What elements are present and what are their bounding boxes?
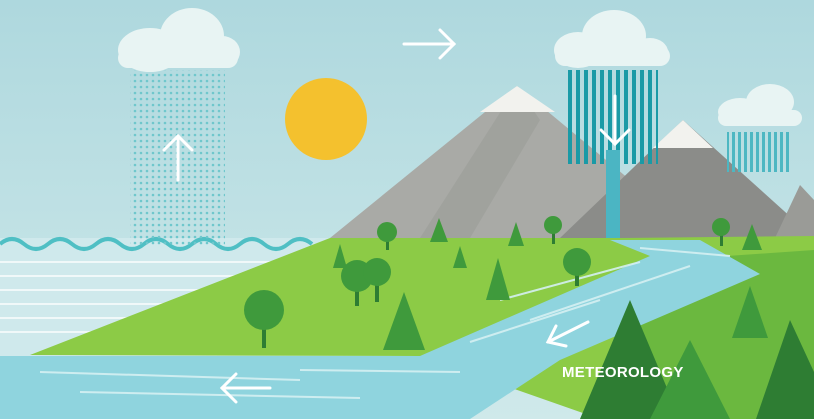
trees xyxy=(244,216,814,419)
precipitation-column xyxy=(566,70,658,164)
tree xyxy=(508,222,524,246)
caption-meteorology: METEOROLOGY xyxy=(562,364,684,381)
tree xyxy=(580,300,680,419)
tree xyxy=(650,340,730,419)
arrow-up-icon xyxy=(162,133,194,182)
tree xyxy=(430,218,448,242)
arrow-right-icon xyxy=(402,28,457,60)
arrow-down-left-icon xyxy=(545,320,590,348)
sun xyxy=(285,78,367,160)
tree xyxy=(383,292,425,350)
tree-round xyxy=(712,218,730,246)
tree-round xyxy=(544,216,562,244)
tree-round xyxy=(377,222,397,250)
tree xyxy=(486,258,510,300)
river xyxy=(0,240,760,419)
cloud-right xyxy=(718,84,802,126)
cloud-middle xyxy=(554,10,670,68)
tree-round xyxy=(341,258,391,306)
tree-round xyxy=(563,248,591,286)
arrow-left-icon xyxy=(219,372,272,404)
rain-right xyxy=(727,132,791,172)
tree xyxy=(742,224,762,250)
tree xyxy=(453,246,467,268)
waterfall xyxy=(606,150,620,242)
tree xyxy=(333,244,347,268)
tree xyxy=(756,320,814,419)
tree xyxy=(732,286,768,338)
tree-round xyxy=(244,290,284,348)
arrow-down-icon xyxy=(599,94,631,147)
cloud-left xyxy=(118,8,240,72)
